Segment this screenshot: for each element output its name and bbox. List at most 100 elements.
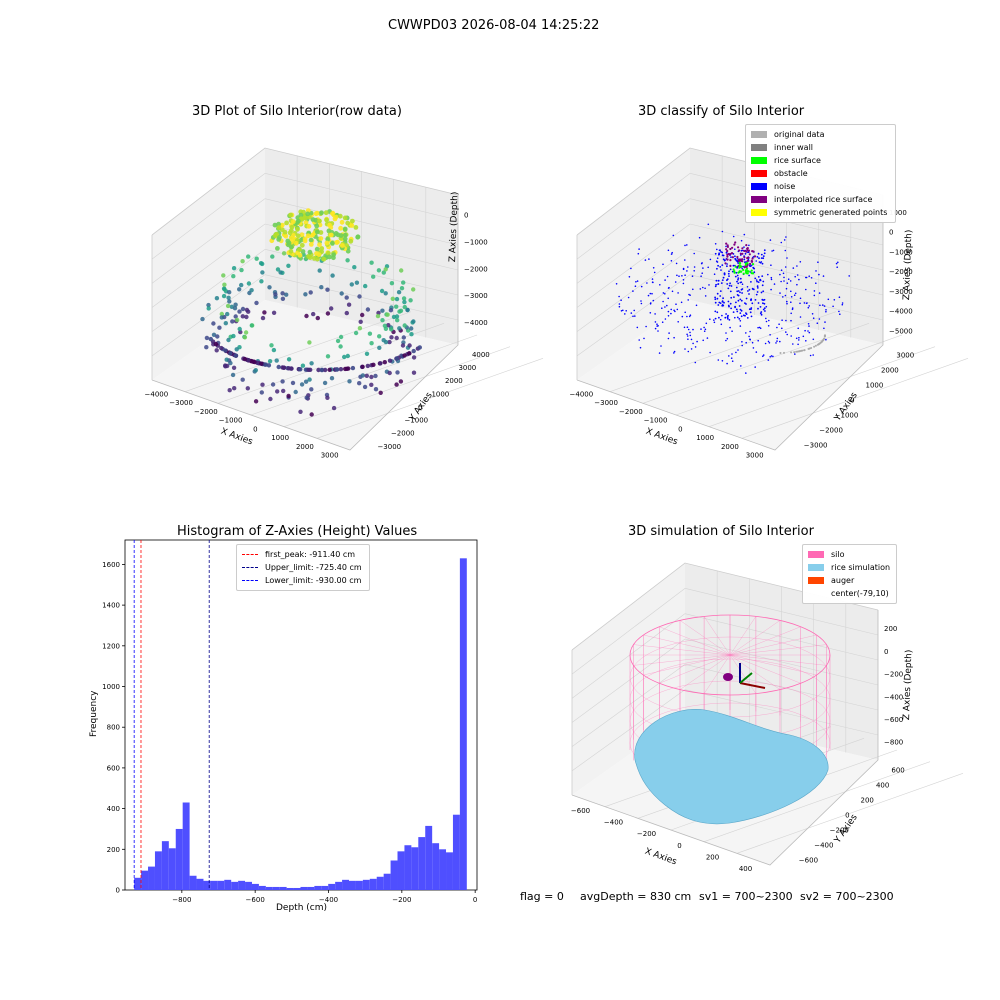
noise-point bbox=[737, 278, 739, 281]
noise-point bbox=[762, 257, 765, 260]
point bbox=[254, 300, 259, 306]
noise-point bbox=[727, 304, 730, 307]
legend-item: symmetric generated points bbox=[751, 206, 890, 219]
noise-point bbox=[732, 311, 735, 313]
point bbox=[231, 274, 236, 279]
rice-point bbox=[739, 270, 742, 273]
histogram-bar bbox=[362, 879, 370, 890]
legend-item: original data bbox=[751, 128, 890, 141]
interp-point bbox=[731, 246, 734, 249]
noise-point bbox=[719, 249, 721, 252]
point bbox=[298, 212, 304, 218]
noise-point bbox=[825, 309, 827, 311]
point bbox=[398, 379, 404, 384]
point bbox=[342, 226, 348, 232]
noise-point bbox=[737, 349, 739, 351]
grid-line bbox=[576, 249, 691, 332]
noise-point bbox=[719, 318, 722, 321]
y-tick-label: 4000 bbox=[472, 351, 490, 359]
interp-point bbox=[739, 258, 742, 262]
grid-line bbox=[741, 358, 969, 439]
noise-point bbox=[739, 320, 742, 322]
point bbox=[310, 232, 316, 238]
noise-point bbox=[785, 236, 787, 238]
point bbox=[281, 365, 287, 370]
noise-point bbox=[770, 278, 773, 281]
histogram-bar bbox=[203, 880, 211, 890]
noise-point bbox=[715, 279, 718, 282]
point bbox=[382, 323, 388, 328]
noise-point bbox=[723, 259, 726, 262]
noise-point bbox=[664, 293, 666, 295]
noise-point bbox=[725, 313, 727, 315]
point bbox=[360, 373, 366, 378]
noise-point bbox=[739, 277, 742, 280]
noise-point bbox=[636, 280, 639, 282]
y-tick-label: 1000 bbox=[866, 382, 884, 390]
point bbox=[268, 396, 273, 402]
point bbox=[380, 318, 385, 323]
rice-point bbox=[744, 271, 748, 274]
point bbox=[394, 382, 399, 387]
legend-item: interpolated rice surface bbox=[751, 193, 890, 206]
noise-point bbox=[649, 312, 652, 314]
point bbox=[376, 268, 382, 273]
point bbox=[305, 211, 311, 217]
noise-point bbox=[651, 278, 654, 280]
histogram-bar bbox=[293, 887, 301, 890]
x-tick-label: 0 bbox=[473, 896, 477, 904]
noise-point bbox=[790, 296, 793, 298]
x-tick-label: 2000 bbox=[296, 443, 314, 451]
interp-point bbox=[729, 252, 732, 256]
point bbox=[276, 225, 282, 231]
noise-point bbox=[687, 350, 690, 353]
legend-item: silo bbox=[808, 548, 891, 561]
noise-point bbox=[639, 346, 642, 349]
noise-point bbox=[726, 362, 728, 365]
point bbox=[211, 321, 216, 326]
point bbox=[363, 283, 368, 289]
y-tick-label: 1600 bbox=[102, 561, 120, 569]
z-tick-label: −3000 bbox=[464, 292, 488, 300]
noise-point bbox=[668, 286, 670, 289]
noise-point bbox=[823, 305, 826, 307]
noise-point bbox=[673, 309, 675, 312]
noise-point bbox=[764, 310, 766, 312]
noise-point bbox=[719, 295, 722, 297]
histogram-bar bbox=[307, 886, 315, 890]
y-tick-label: 600 bbox=[107, 764, 120, 772]
point bbox=[411, 287, 416, 292]
noise-point bbox=[726, 316, 729, 319]
silo-wire bbox=[703, 654, 731, 694]
noise-point bbox=[755, 351, 758, 353]
point bbox=[333, 214, 339, 220]
point bbox=[219, 311, 224, 317]
noise-point bbox=[817, 261, 819, 263]
noise-point bbox=[713, 273, 716, 275]
point bbox=[327, 367, 332, 372]
noise-point bbox=[806, 302, 808, 304]
point bbox=[293, 240, 299, 246]
point bbox=[355, 234, 361, 240]
interp-point bbox=[743, 266, 746, 269]
interp-point bbox=[746, 247, 749, 250]
y-tick-label: 200 bbox=[107, 846, 120, 854]
box-edge bbox=[151, 195, 459, 451]
noise-point bbox=[707, 223, 710, 226]
point bbox=[253, 368, 258, 373]
plot-area bbox=[124, 539, 478, 891]
noise-point bbox=[709, 351, 711, 354]
noise-point bbox=[812, 317, 815, 319]
point bbox=[308, 237, 314, 243]
noise-point bbox=[719, 290, 722, 292]
noise-point bbox=[758, 326, 761, 329]
raw-panel-title: 3D Plot of Silo Interior(row data) bbox=[192, 104, 402, 119]
noise-point bbox=[656, 325, 658, 327]
point bbox=[315, 256, 320, 262]
point bbox=[259, 390, 264, 395]
point bbox=[289, 224, 295, 230]
x-tick-label: −400 bbox=[604, 819, 623, 827]
point bbox=[345, 248, 351, 254]
noise-point bbox=[822, 304, 824, 306]
noise-point bbox=[714, 285, 717, 288]
